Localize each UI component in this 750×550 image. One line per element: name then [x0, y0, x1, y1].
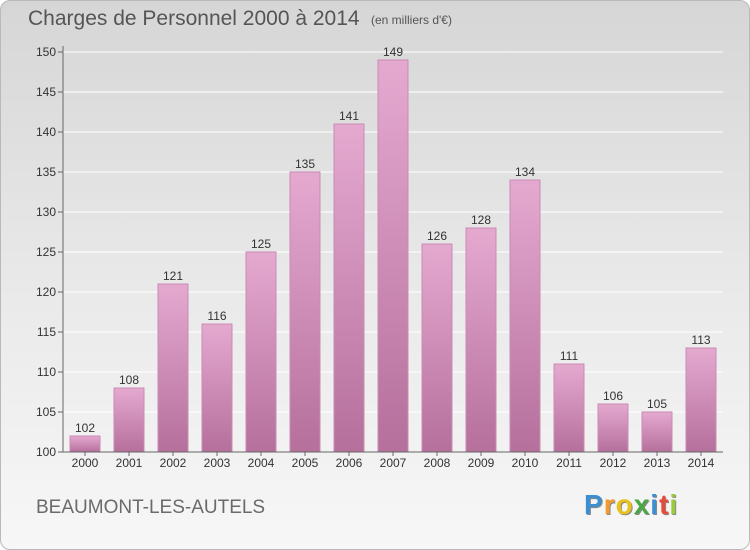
x-tick-label: 2005	[292, 456, 319, 470]
data-label: 105	[647, 397, 667, 411]
x-tick-label: 2012	[600, 456, 627, 470]
x-tick-label: 2014	[688, 456, 715, 470]
data-label: 126	[427, 229, 447, 243]
data-label: 116	[207, 309, 226, 323]
bar	[421, 243, 453, 453]
bar	[245, 251, 277, 453]
x-tick-label: 2000	[72, 456, 99, 470]
y-tick-label: 100	[36, 445, 56, 459]
data-label: 134	[515, 165, 535, 179]
logo-letter: P	[584, 489, 604, 520]
x-tick-label: 2008	[424, 456, 451, 470]
data-label: 102	[75, 421, 95, 435]
x-tick-label: 2009	[468, 456, 495, 470]
y-tick-label: 120	[36, 285, 56, 299]
y-tick-label: 145	[36, 85, 56, 99]
proxiti-logo: Proxiti	[584, 489, 678, 521]
y-tick-label: 125	[36, 245, 56, 259]
data-label: 141	[339, 109, 359, 123]
logo-letter: o	[615, 489, 634, 520]
chart-subtitle: (en milliers d'€)	[371, 13, 452, 27]
x-tick-label: 2003	[204, 456, 231, 470]
data-label: 113	[691, 333, 710, 347]
bar	[597, 403, 629, 453]
logo-letter: t	[659, 489, 670, 520]
x-tick-label: 2013	[644, 456, 671, 470]
x-tick-label: 2007	[380, 456, 407, 470]
y-tick-label: 110	[37, 365, 56, 379]
data-label: 108	[119, 373, 139, 387]
bar	[465, 227, 497, 453]
logo-letter: i	[669, 489, 679, 520]
bar	[201, 323, 233, 453]
x-tick-label: 2001	[116, 456, 143, 470]
bar	[509, 179, 541, 453]
logo-letter: x	[633, 489, 651, 520]
bar	[157, 283, 189, 453]
y-tick-label: 115	[37, 325, 56, 339]
bar	[553, 363, 585, 453]
data-label: 149	[383, 45, 403, 59]
x-tick-label: 2006	[336, 456, 363, 470]
x-tick-label: 2010	[512, 456, 539, 470]
bar	[69, 435, 101, 453]
data-label: 128	[471, 213, 491, 227]
x-tick-label: 2011	[556, 456, 582, 470]
data-label: 125	[251, 237, 271, 251]
bar	[333, 123, 365, 453]
bar	[113, 387, 145, 453]
logo-letter: r	[603, 489, 616, 520]
bar	[377, 59, 409, 453]
data-label: 111	[560, 349, 579, 363]
city-name: BEAUMONT-LES-AUTELS	[36, 497, 266, 518]
y-tick-label: 150	[36, 45, 56, 59]
y-tick-label: 135	[36, 165, 56, 179]
data-label: 121	[163, 269, 183, 283]
x-tick-label: 2002	[160, 456, 187, 470]
bar	[685, 347, 717, 453]
y-tick-label: 130	[36, 205, 56, 219]
y-tick-label: 105	[36, 405, 56, 419]
data-label: 135	[295, 157, 315, 171]
bar	[289, 171, 321, 453]
y-tick-label: 140	[36, 125, 56, 139]
data-label: 106	[603, 389, 623, 403]
bar	[641, 411, 673, 453]
chart-title: Charges de Personnel 2000 à 2014	[28, 7, 360, 30]
logo-letter: i	[650, 489, 660, 520]
x-tick-label: 2004	[248, 456, 275, 470]
